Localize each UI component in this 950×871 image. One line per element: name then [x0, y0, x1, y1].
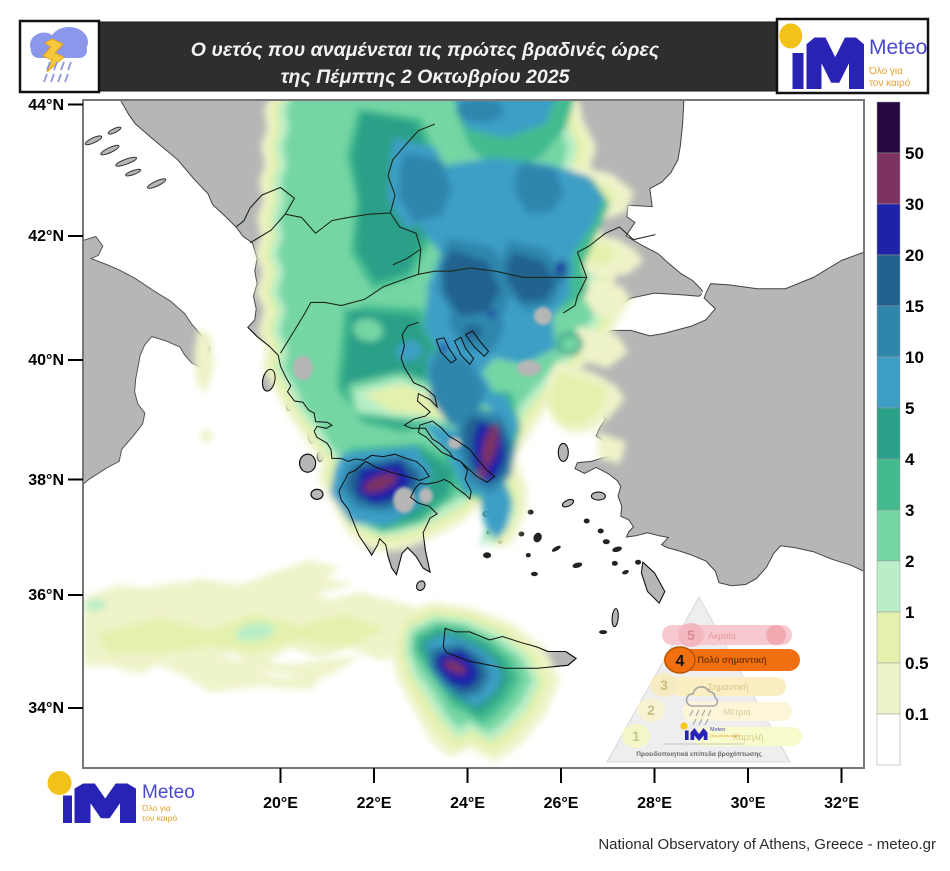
svg-text:της Πέμπτης 2 Οκτωβρίου 2025: της Πέμπτης 2 Οκτωβρίου 2025 — [281, 66, 571, 88]
svg-text:0.5: 0.5 — [905, 654, 929, 673]
svg-text:10: 10 — [905, 348, 924, 367]
svg-text:40°N: 40°N — [28, 352, 64, 369]
svg-text:44°N: 44°N — [28, 97, 64, 114]
svg-text:15: 15 — [905, 297, 924, 316]
svg-text:42°N: 42°N — [28, 228, 64, 245]
svg-text:τον καιρό: τον καιρό — [142, 813, 177, 823]
svg-text:5: 5 — [687, 627, 695, 643]
svg-text:24°E: 24°E — [450, 795, 485, 812]
svg-text:32°E: 32°E — [824, 795, 859, 812]
svg-text:38°N: 38°N — [28, 472, 64, 489]
svg-text:4: 4 — [676, 653, 685, 670]
svg-text:Όλο για: Όλο για — [868, 66, 903, 77]
svg-text:2: 2 — [905, 552, 914, 571]
svg-text:0.1: 0.1 — [905, 705, 929, 724]
svg-text:Meteo: Meteo — [142, 782, 195, 803]
svg-text:Προειδοποιητικά επίπεδα βροχόπ: Προειδοποιητικά επίπεδα βροχόπτωσης — [636, 751, 762, 758]
svg-text:National Observatory of Athens: National Observatory of Athens, Greece -… — [598, 836, 936, 853]
svg-text:20°E: 20°E — [263, 795, 298, 812]
svg-text:Σημαντική: Σημαντική — [708, 682, 749, 692]
svg-text:Meteo: Meteo — [710, 727, 725, 733]
svg-text:1: 1 — [632, 728, 640, 744]
svg-text:Μέτρια: Μέτρια — [723, 707, 750, 717]
svg-text:Meteo: Meteo — [869, 36, 927, 59]
svg-text:Χαμηλή: Χαμηλή — [733, 732, 764, 742]
svg-text:28°E: 28°E — [637, 795, 672, 812]
svg-text:4: 4 — [905, 450, 915, 469]
svg-text:3: 3 — [660, 677, 668, 693]
svg-text:Ο υετός που αναμένεται τις πρώ: Ο υετός που αναμένεται τις πρώτες βραδιν… — [191, 39, 660, 61]
svg-text:Ακραία: Ακραία — [708, 631, 736, 641]
svg-text:Όλο για: Όλο για — [141, 803, 171, 813]
svg-text:22°E: 22°E — [357, 795, 392, 812]
svg-text:20: 20 — [905, 246, 924, 265]
svg-text:3: 3 — [905, 501, 914, 520]
svg-text:30°E: 30°E — [731, 795, 766, 812]
svg-text:Όλο για τον καιρό: Όλο για τον καιρό — [709, 734, 740, 738]
svg-text:30: 30 — [905, 195, 924, 214]
svg-text:τον καιρό: τον καιρό — [869, 77, 911, 89]
svg-text:2: 2 — [647, 702, 655, 718]
svg-text:36°N: 36°N — [28, 587, 64, 604]
svg-text:50: 50 — [905, 144, 924, 163]
svg-text:1: 1 — [905, 603, 914, 622]
svg-text:26°E: 26°E — [544, 795, 579, 812]
svg-text:Πολύ σημαντική: Πολύ σημαντική — [697, 655, 766, 665]
svg-text:5: 5 — [905, 399, 914, 418]
svg-text:34°N: 34°N — [28, 700, 64, 717]
